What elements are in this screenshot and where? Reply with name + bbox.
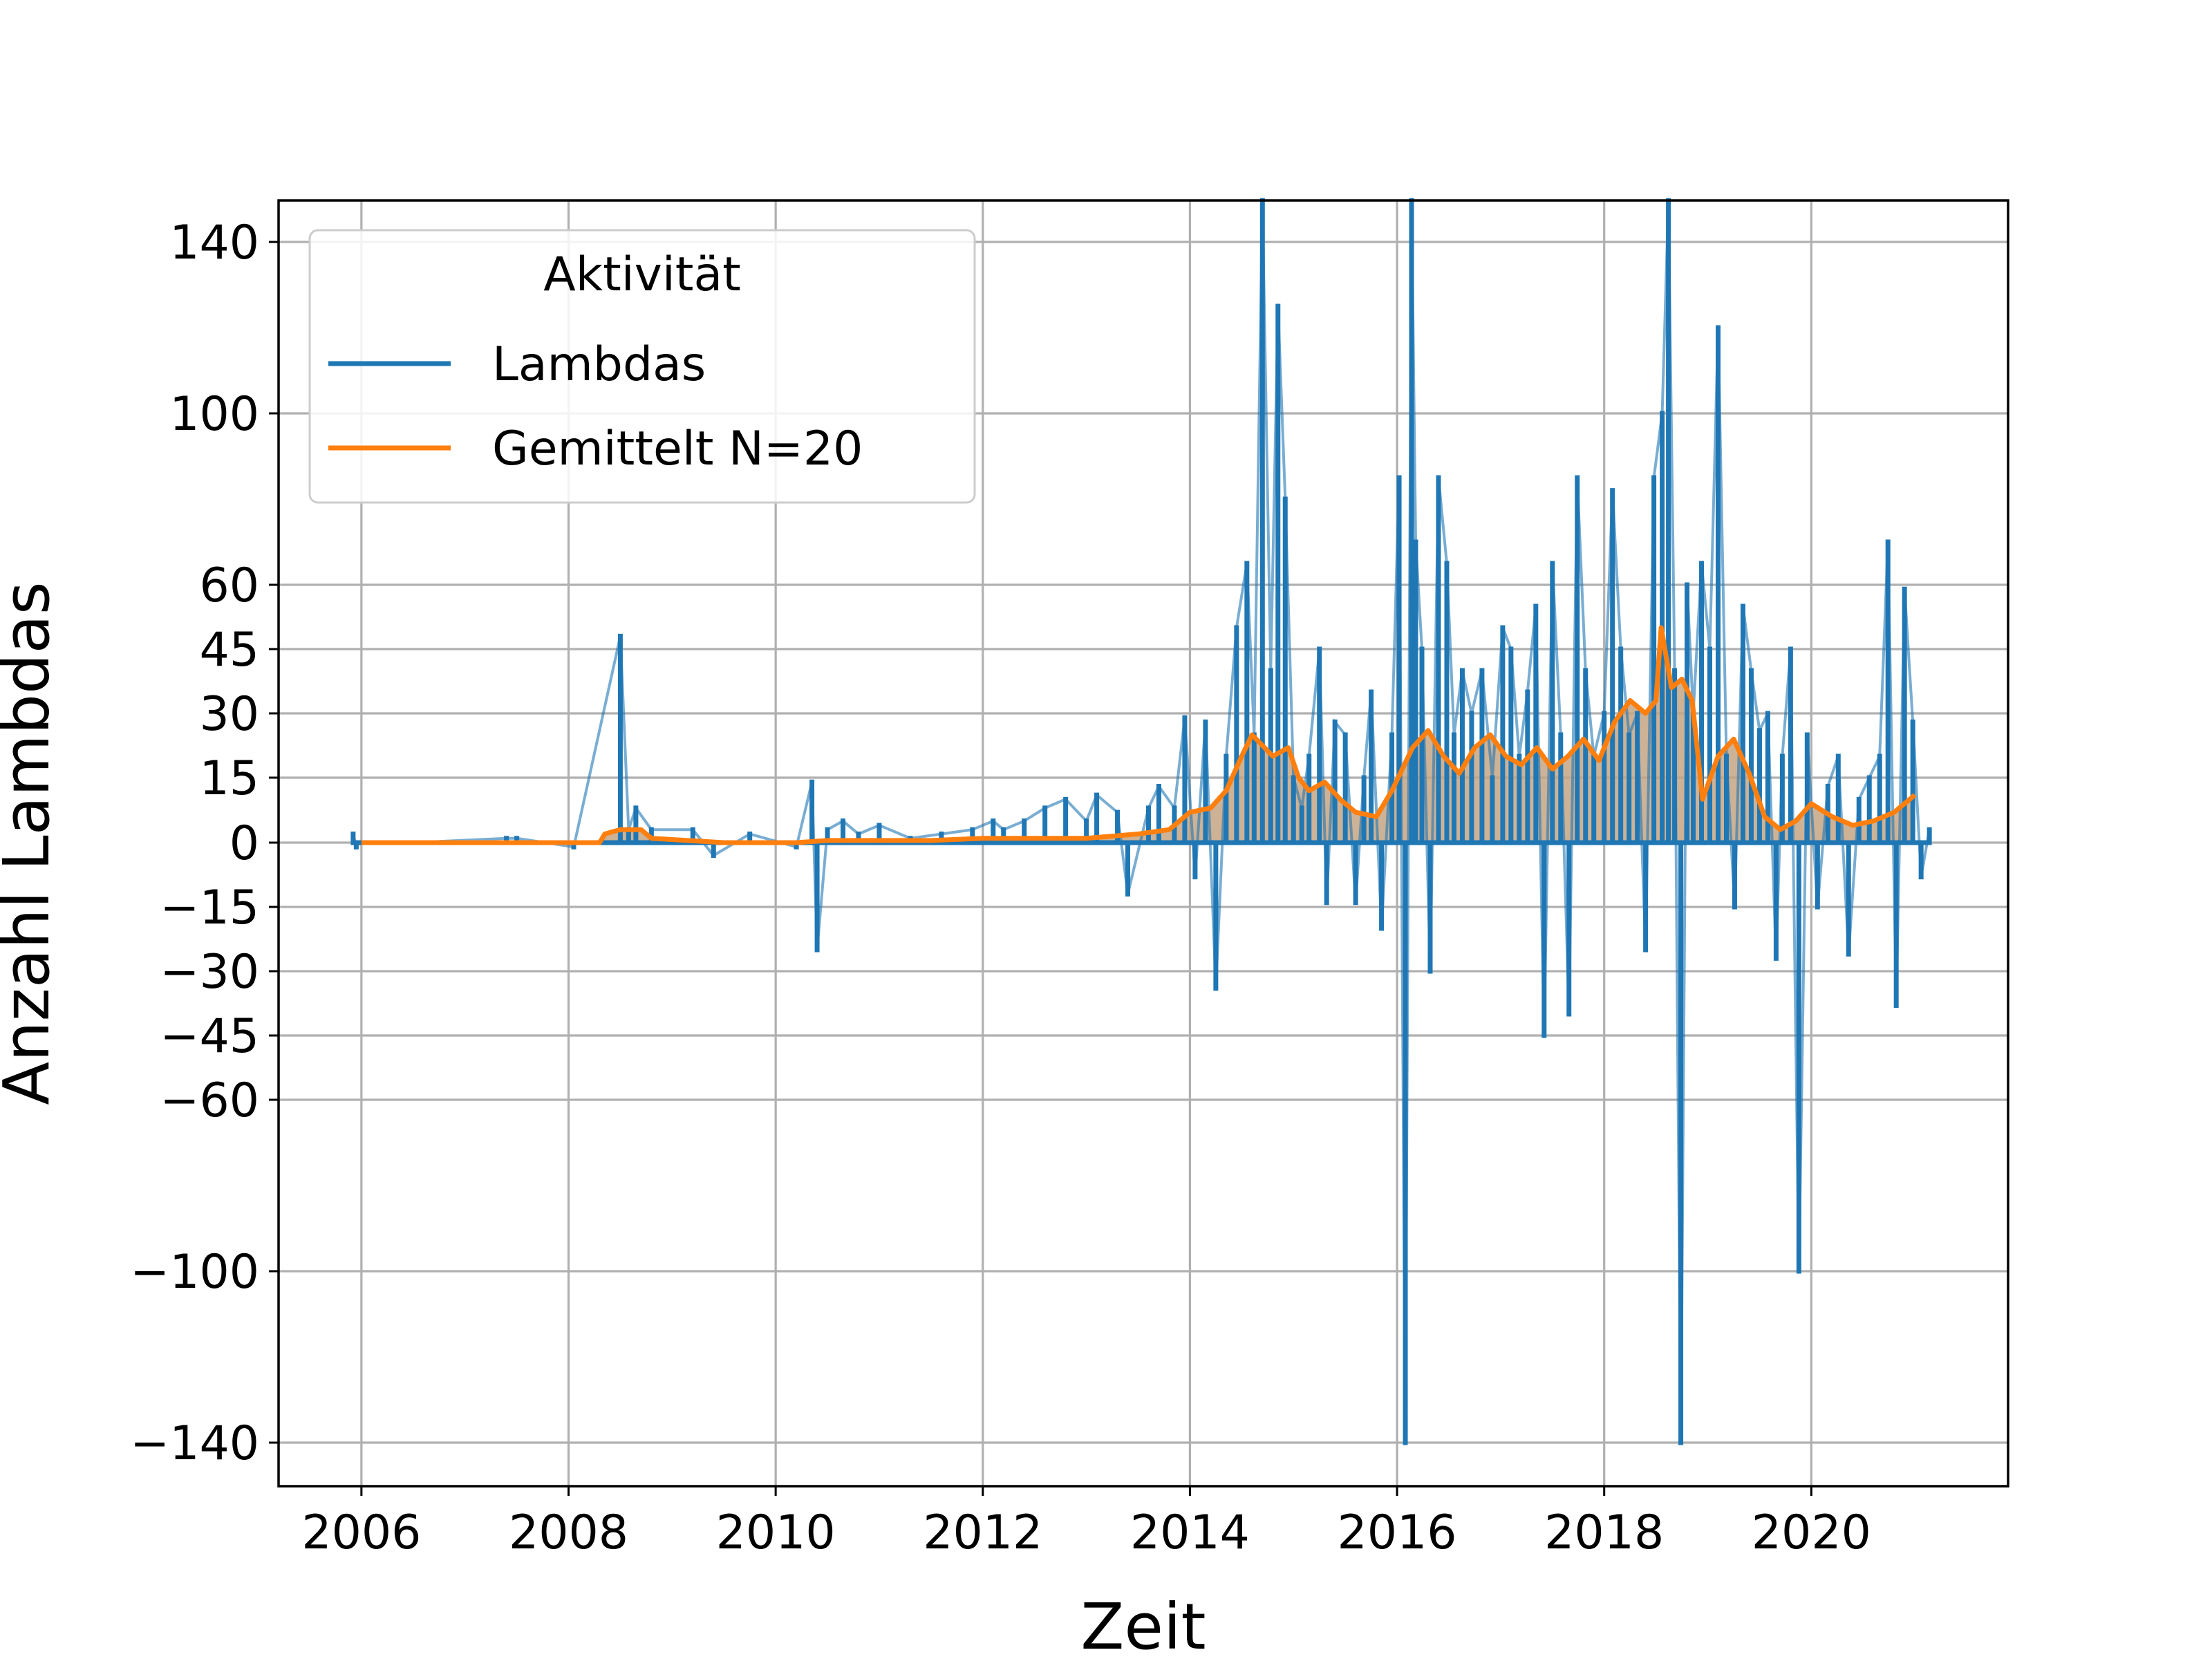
y-tick-label: −30 bbox=[160, 945, 259, 1000]
series-lambdas bbox=[350, 198, 1932, 1445]
x-tick-label: 2018 bbox=[1544, 1506, 1664, 1560]
series-gemittelt bbox=[361, 625, 1917, 845]
y-tick-label: 100 bbox=[169, 387, 259, 442]
legend-title: Aktivität bbox=[543, 247, 741, 302]
x-tick-label: 2006 bbox=[301, 1506, 421, 1560]
y-tick-label: 30 bbox=[199, 687, 259, 742]
mean-fill bbox=[361, 628, 1915, 843]
y-tick-label: −45 bbox=[160, 1009, 259, 1064]
x-tick-label: 2008 bbox=[509, 1506, 628, 1560]
x-tick-label: 2016 bbox=[1338, 1506, 1457, 1560]
y-tick-label: −60 bbox=[160, 1074, 259, 1128]
y-axis-ticks: 140 100 60 45 30 15 0 −15 −30 −45 −60 −100 −140 bbox=[130, 216, 279, 1471]
x-tick-label: 2010 bbox=[716, 1506, 836, 1560]
legend-box bbox=[308, 229, 976, 504]
x-axis-title: Zeit bbox=[1080, 1590, 1206, 1659]
y-tick-label: −140 bbox=[130, 1416, 259, 1471]
y-tick-label: 0 bbox=[229, 816, 259, 871]
x-tick-label: 2012 bbox=[923, 1506, 1042, 1560]
mean-fill-area bbox=[361, 628, 1915, 843]
legend-label-gemittelt: Gemittelt N=20 bbox=[492, 422, 863, 476]
y-tick-label: 140 bbox=[169, 216, 259, 270]
y-tick-label: −100 bbox=[130, 1245, 259, 1300]
legend: Aktivität Lambdas Gemittelt N=20 bbox=[308, 229, 976, 504]
y-tick-label: −15 bbox=[160, 881, 259, 935]
y-axis-title: Anzahl Lambdas bbox=[0, 581, 64, 1105]
y-tick-label: 45 bbox=[199, 623, 259, 677]
gemittelt-line bbox=[361, 625, 1917, 845]
y-tick-label: 15 bbox=[199, 751, 259, 806]
y-tick-label: 60 bbox=[199, 559, 259, 613]
x-tick-label: 2020 bbox=[1752, 1506, 1871, 1560]
legend-label-lambdas: Lambdas bbox=[492, 337, 706, 392]
x-tick-label: 2014 bbox=[1130, 1506, 1250, 1560]
x-axis-ticks: 2006 2008 2010 2012 2014 2016 2018 2020 bbox=[301, 1486, 1871, 1560]
